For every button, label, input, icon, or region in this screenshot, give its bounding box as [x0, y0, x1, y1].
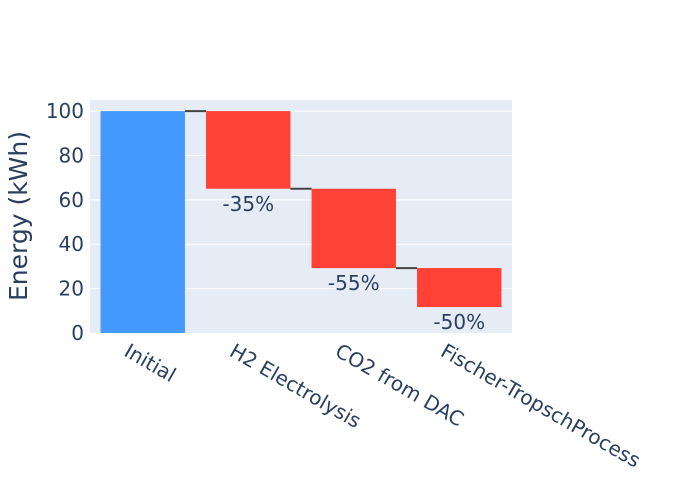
data-label: -50% [433, 310, 485, 334]
y-tick-label: 80 [59, 143, 84, 167]
y-tick-label: 100 [46, 99, 84, 123]
y-tick-label: 20 [59, 277, 84, 301]
bar-h2-electrolysis [206, 111, 291, 189]
x-tick-label: Initial [120, 339, 180, 387]
bar-fischer-tropschprocess [417, 268, 502, 308]
data-labels: -35% -55% -50% [222, 192, 485, 334]
y-tick-label: 0 [71, 321, 84, 345]
y-axis-ticks: 0 20 40 60 80 100 [46, 99, 84, 345]
x-tick-label: Fischer-TropschProcess [437, 339, 645, 473]
y-axis-title: Energy (kWh) [4, 131, 33, 301]
data-label: -55% [328, 271, 380, 295]
bars [100, 111, 502, 333]
data-label: -35% [222, 192, 274, 216]
connectors [184, 110, 418, 270]
y-tick-label: 60 [59, 188, 84, 212]
y-tick-label: 40 [59, 232, 84, 256]
bar-initial [100, 111, 185, 333]
bar-co2-from-dac [311, 188, 396, 269]
